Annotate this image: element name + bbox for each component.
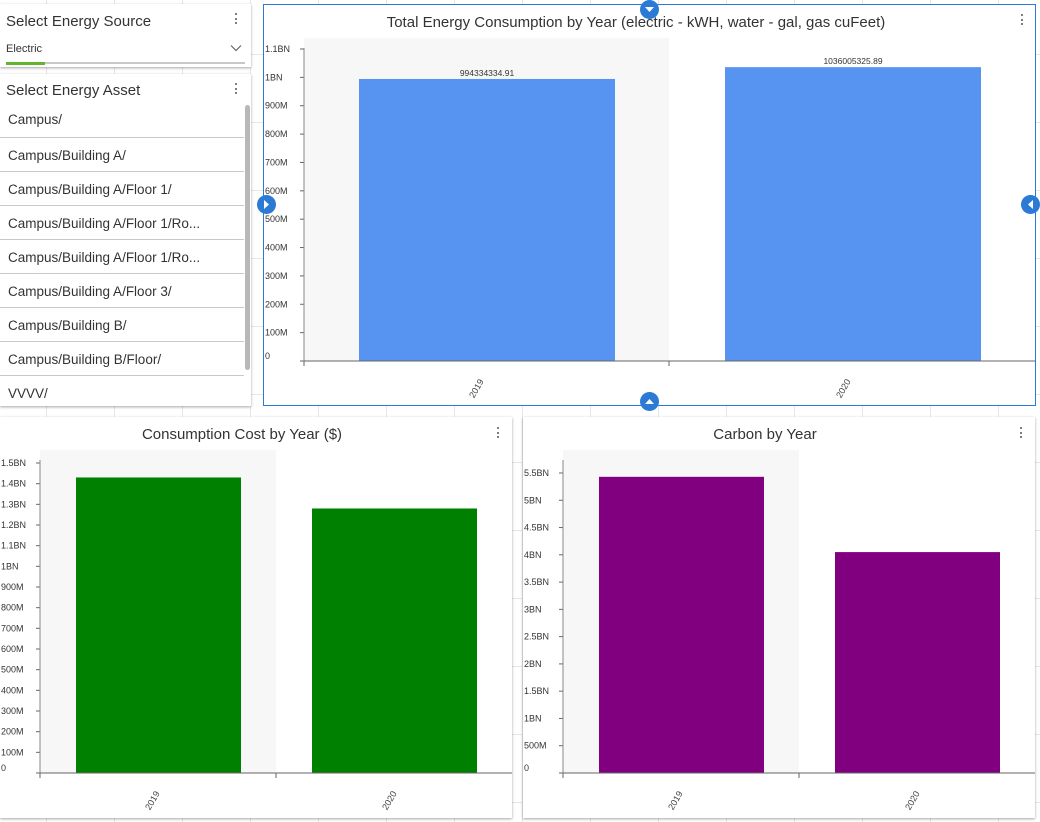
y-tick-label: 1BN	[524, 713, 542, 723]
x-category-label: 2020	[380, 789, 399, 811]
y-tick-label: 900M	[265, 101, 288, 111]
y-tick-label: 1.2BN	[1, 520, 26, 530]
asset-list-item[interactable]: Campus/Building A/Floor 1/	[0, 172, 244, 206]
energy-chart: Total Energy Consumption by Year (electr…	[265, 14, 1035, 400]
y-tick-label: 0	[1, 763, 6, 773]
bar	[725, 67, 981, 361]
y-tick-label: 1BN	[265, 72, 283, 82]
resize-handle-icon	[645, 7, 654, 12]
y-tick-label: 300M	[1, 706, 24, 716]
y-tick-label: 4BN	[524, 550, 542, 560]
y-tick-label: 1BN	[1, 561, 19, 571]
y-tick-label: 1.5BN	[524, 686, 549, 696]
energy-asset-list: Campus/Campus/Building A/Campus/Building…	[0, 104, 244, 406]
carbon-chart: Carbon by Year 0 500M 1BN 1.5BN 2BN 2.5BN 3BN 3.…	[524, 426, 1035, 812]
cost-chart-panel: Consumption Cost by Year ($) 0 100M 200M 300…	[0, 417, 512, 818]
asset-list-item[interactable]: Campus/	[0, 104, 244, 138]
bar	[76, 477, 241, 773]
bar-data-label: 994334334.91	[460, 68, 515, 78]
bar-data-label: 1036005325.89	[823, 56, 882, 66]
y-tick-label: 700M	[1, 623, 24, 633]
resize-handle-left[interactable]	[257, 195, 276, 214]
y-tick-label: 100M	[265, 328, 288, 338]
asset-list-item[interactable]: Campus/Building A/Floor 1/Ro...	[0, 240, 244, 274]
resize-handle-right[interactable]	[1021, 195, 1040, 214]
resize-handle-bottom[interactable]	[640, 392, 659, 411]
energy-source-menu-icon[interactable]	[231, 12, 241, 26]
y-tick-label: 0	[265, 351, 270, 361]
y-tick-label: 1.4BN	[1, 479, 26, 489]
energy-source-panel: Select Energy Source Electric	[0, 4, 251, 67]
cost-chart: Consumption Cost by Year ($) 0 100M 200M 300…	[1, 426, 512, 812]
bar	[359, 78, 615, 361]
energy-source-value: Electric	[6, 43, 43, 55]
asset-list-item[interactable]: Campus/Building A/Floor 3/	[0, 274, 244, 308]
resize-handle-top[interactable]	[640, 0, 659, 19]
asset-list-scrollbar[interactable]	[245, 105, 250, 370]
y-tick-label: 600M	[265, 186, 288, 196]
y-tick-label: 600M	[1, 644, 24, 654]
y-tick-label: 800M	[1, 603, 24, 613]
y-tick-label: 800M	[265, 129, 288, 139]
bar	[835, 552, 1000, 773]
y-tick-label: 3BN	[524, 604, 542, 614]
energy-asset-title: Select Energy Asset	[6, 82, 141, 99]
y-tick-label: 900M	[1, 582, 24, 592]
bar	[599, 476, 764, 773]
y-tick-label: 200M	[1, 727, 24, 737]
y-tick-label: 100M	[1, 747, 24, 757]
y-tick-label: 2.5BN	[524, 632, 549, 642]
asset-list-item[interactable]: Campus/Building A/	[0, 138, 244, 172]
dropdown-underline-active	[6, 61, 45, 65]
y-tick-label: 1.3BN	[1, 499, 26, 509]
energy-chart-menu-icon[interactable]	[1017, 13, 1027, 27]
x-category-label: 2020	[834, 377, 853, 399]
dropdown-underline	[6, 61, 245, 65]
x-category-label: 2019	[467, 377, 486, 399]
y-tick-label: 3.5BN	[524, 577, 549, 587]
chevron-down-icon	[230, 45, 242, 52]
y-tick-label: 5BN	[524, 495, 542, 505]
y-tick-label: 500M	[1, 665, 24, 675]
y-tick-label: 0	[524, 763, 529, 773]
energy-chart-title: Total Energy Consumption by Year (electr…	[387, 14, 886, 31]
cost-chart-title: Consumption Cost by Year ($)	[142, 426, 342, 443]
energy-asset-panel: Select Energy Asset Campus/Campus/Buildi…	[0, 74, 251, 406]
y-tick-label: 400M	[265, 243, 288, 253]
resize-handle-icon	[264, 200, 269, 209]
carbon-chart-title: Carbon by Year	[713, 426, 816, 443]
energy-asset-menu-icon[interactable]	[231, 82, 241, 96]
y-tick-label: 1.1BN	[265, 44, 290, 54]
resize-handle-icon	[645, 399, 654, 404]
energy-source-dropdown[interactable]: Electric	[0, 34, 251, 67]
x-category-label: 2020	[903, 789, 922, 811]
energy-source-title: Select Energy Source	[6, 13, 152, 30]
y-tick-label: 500M	[524, 741, 547, 751]
y-tick-label: 400M	[1, 685, 24, 695]
resize-handle-icon	[1028, 200, 1033, 209]
y-tick-label: 1.5BN	[1, 458, 26, 468]
y-tick-label: 2BN	[524, 659, 542, 669]
carbon-chart-menu-icon[interactable]	[1016, 426, 1026, 440]
carbon-chart-panel: Carbon by Year 0 500M 1BN 1.5BN 2BN 2.5BN 3BN 3.…	[523, 417, 1035, 818]
bar	[312, 508, 477, 773]
cost-chart-menu-icon[interactable]	[493, 426, 503, 440]
y-tick-label: 700M	[265, 157, 288, 167]
asset-list-item[interactable]: VVVV/	[8, 386, 48, 401]
asset-list-item[interactable]: Campus/Building B/	[0, 308, 244, 342]
x-category-label: 2019	[143, 789, 162, 811]
y-tick-label: 200M	[265, 299, 288, 309]
asset-list-item[interactable]: Campus/Building B/Floor/	[0, 342, 244, 376]
x-category-label: 2019	[666, 789, 685, 811]
y-tick-label: 500M	[265, 214, 288, 224]
y-tick-label: 4.5BN	[524, 523, 549, 533]
y-tick-label: 1.1BN	[1, 541, 26, 551]
asset-list-item[interactable]: Campus/Building A/Floor 1/Ro...	[0, 206, 244, 240]
y-tick-label: 5.5BN	[524, 468, 549, 478]
energy-chart-panel: Total Energy Consumption by Year (electr…	[263, 4, 1036, 406]
y-tick-label: 300M	[265, 271, 288, 281]
